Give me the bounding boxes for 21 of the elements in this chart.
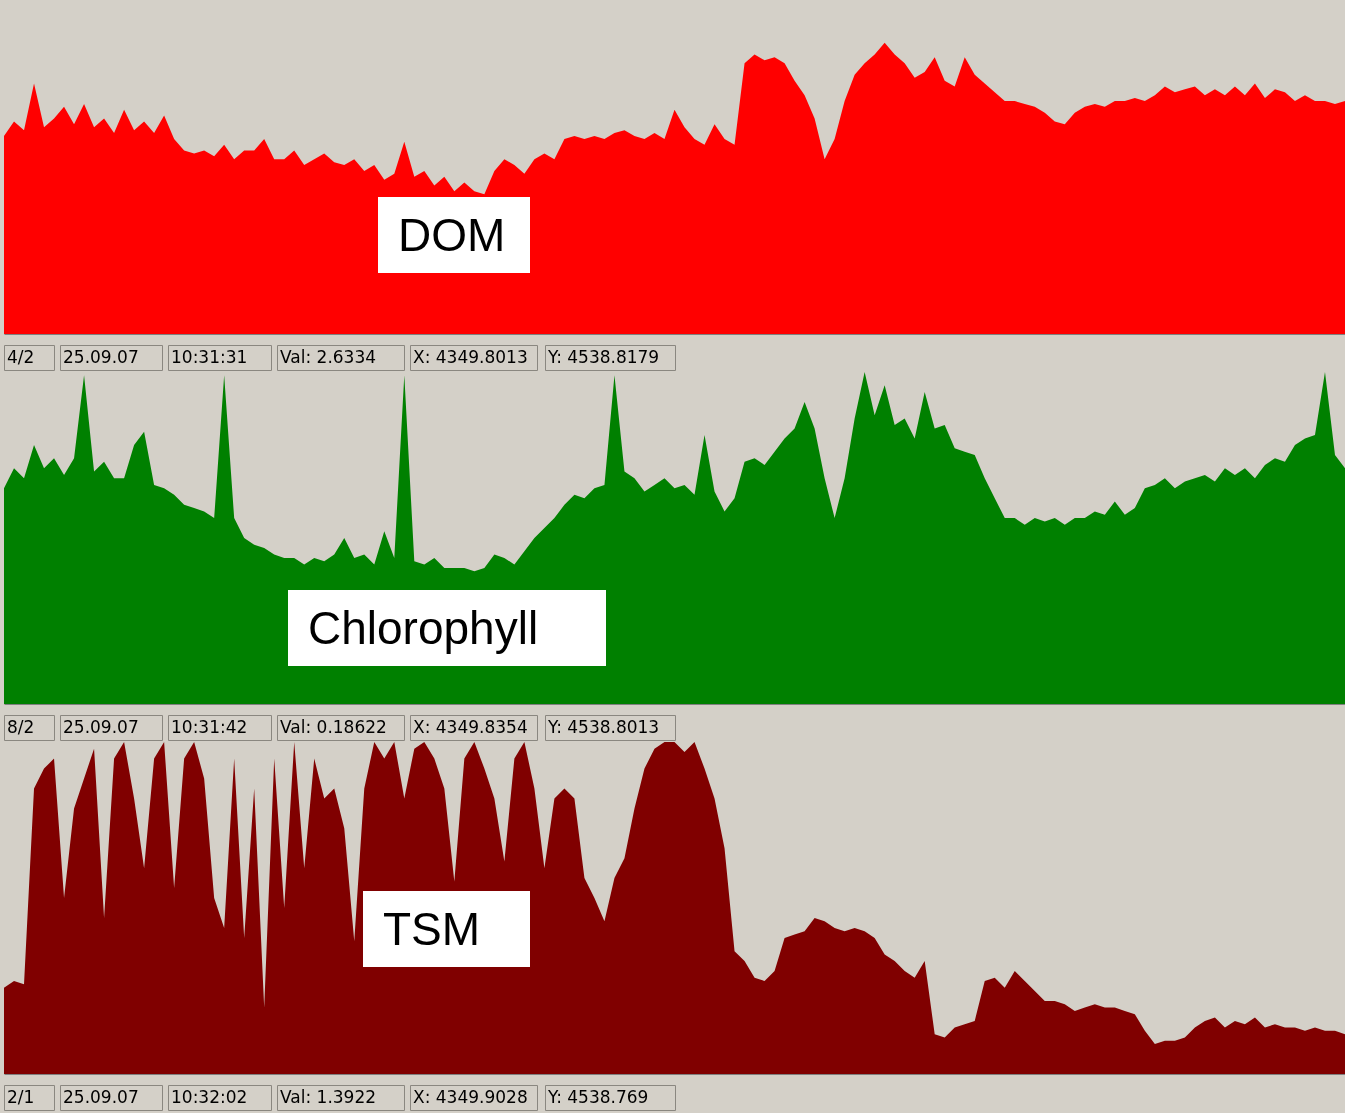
text: X: 4349.9028 <box>413 1087 528 1107</box>
text: Y: 4538.8179 <box>547 347 660 367</box>
text: Val: 1.3922 <box>280 1087 377 1107</box>
text: 10:31:42 <box>171 717 248 737</box>
text: 25.09.07 <box>63 717 139 737</box>
text: 10:32:02 <box>171 1087 248 1107</box>
text: Val: 0.18622 <box>280 717 387 737</box>
text: Y: 4538.8013 <box>547 717 660 737</box>
text: X: 4349.8354 <box>413 717 528 737</box>
series-label: TSM <box>383 903 481 955</box>
text: Val: 2.6334 <box>280 347 377 367</box>
series-label: DOM <box>398 209 506 261</box>
text: 4/2 <box>7 347 35 367</box>
series-label: Chlorophyll <box>308 602 539 654</box>
text: 2/1 <box>7 1087 35 1107</box>
text: 10:31:31 <box>171 347 248 367</box>
text: 25.09.07 <box>63 1087 139 1107</box>
text: Y: 4538.769 <box>547 1087 649 1107</box>
text: X: 4349.8013 <box>413 347 528 367</box>
text: 8/2 <box>7 717 35 737</box>
text: 25.09.07 <box>63 347 139 367</box>
